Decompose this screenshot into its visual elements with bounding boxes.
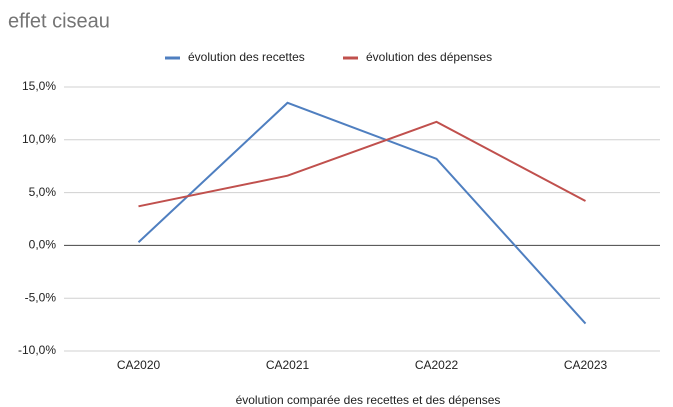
y-tick-label: 5,0% [29, 185, 57, 199]
legend-label: évolution des recettes [188, 50, 305, 64]
y-tick-label: 10,0% [22, 132, 56, 146]
series-line [137, 101, 587, 325]
y-tick-label: -10,0% [18, 343, 56, 357]
series-line [138, 120, 586, 208]
y-tick-label: 15,0% [22, 79, 56, 93]
y-tick-label: 0,0% [29, 238, 57, 252]
x-axis-label: évolution comparée des recettes et des d… [236, 393, 501, 407]
legend-label: évolution des dépenses [366, 50, 492, 64]
x-tick-label: CA2022 [415, 358, 459, 372]
y-tick-label: -5,0% [25, 290, 57, 304]
x-tick-label: CA2020 [117, 358, 161, 372]
x-tick-label: CA2021 [266, 358, 310, 372]
x-tick-label: CA2023 [564, 358, 608, 372]
chart-title: effet ciseau [8, 10, 110, 32]
